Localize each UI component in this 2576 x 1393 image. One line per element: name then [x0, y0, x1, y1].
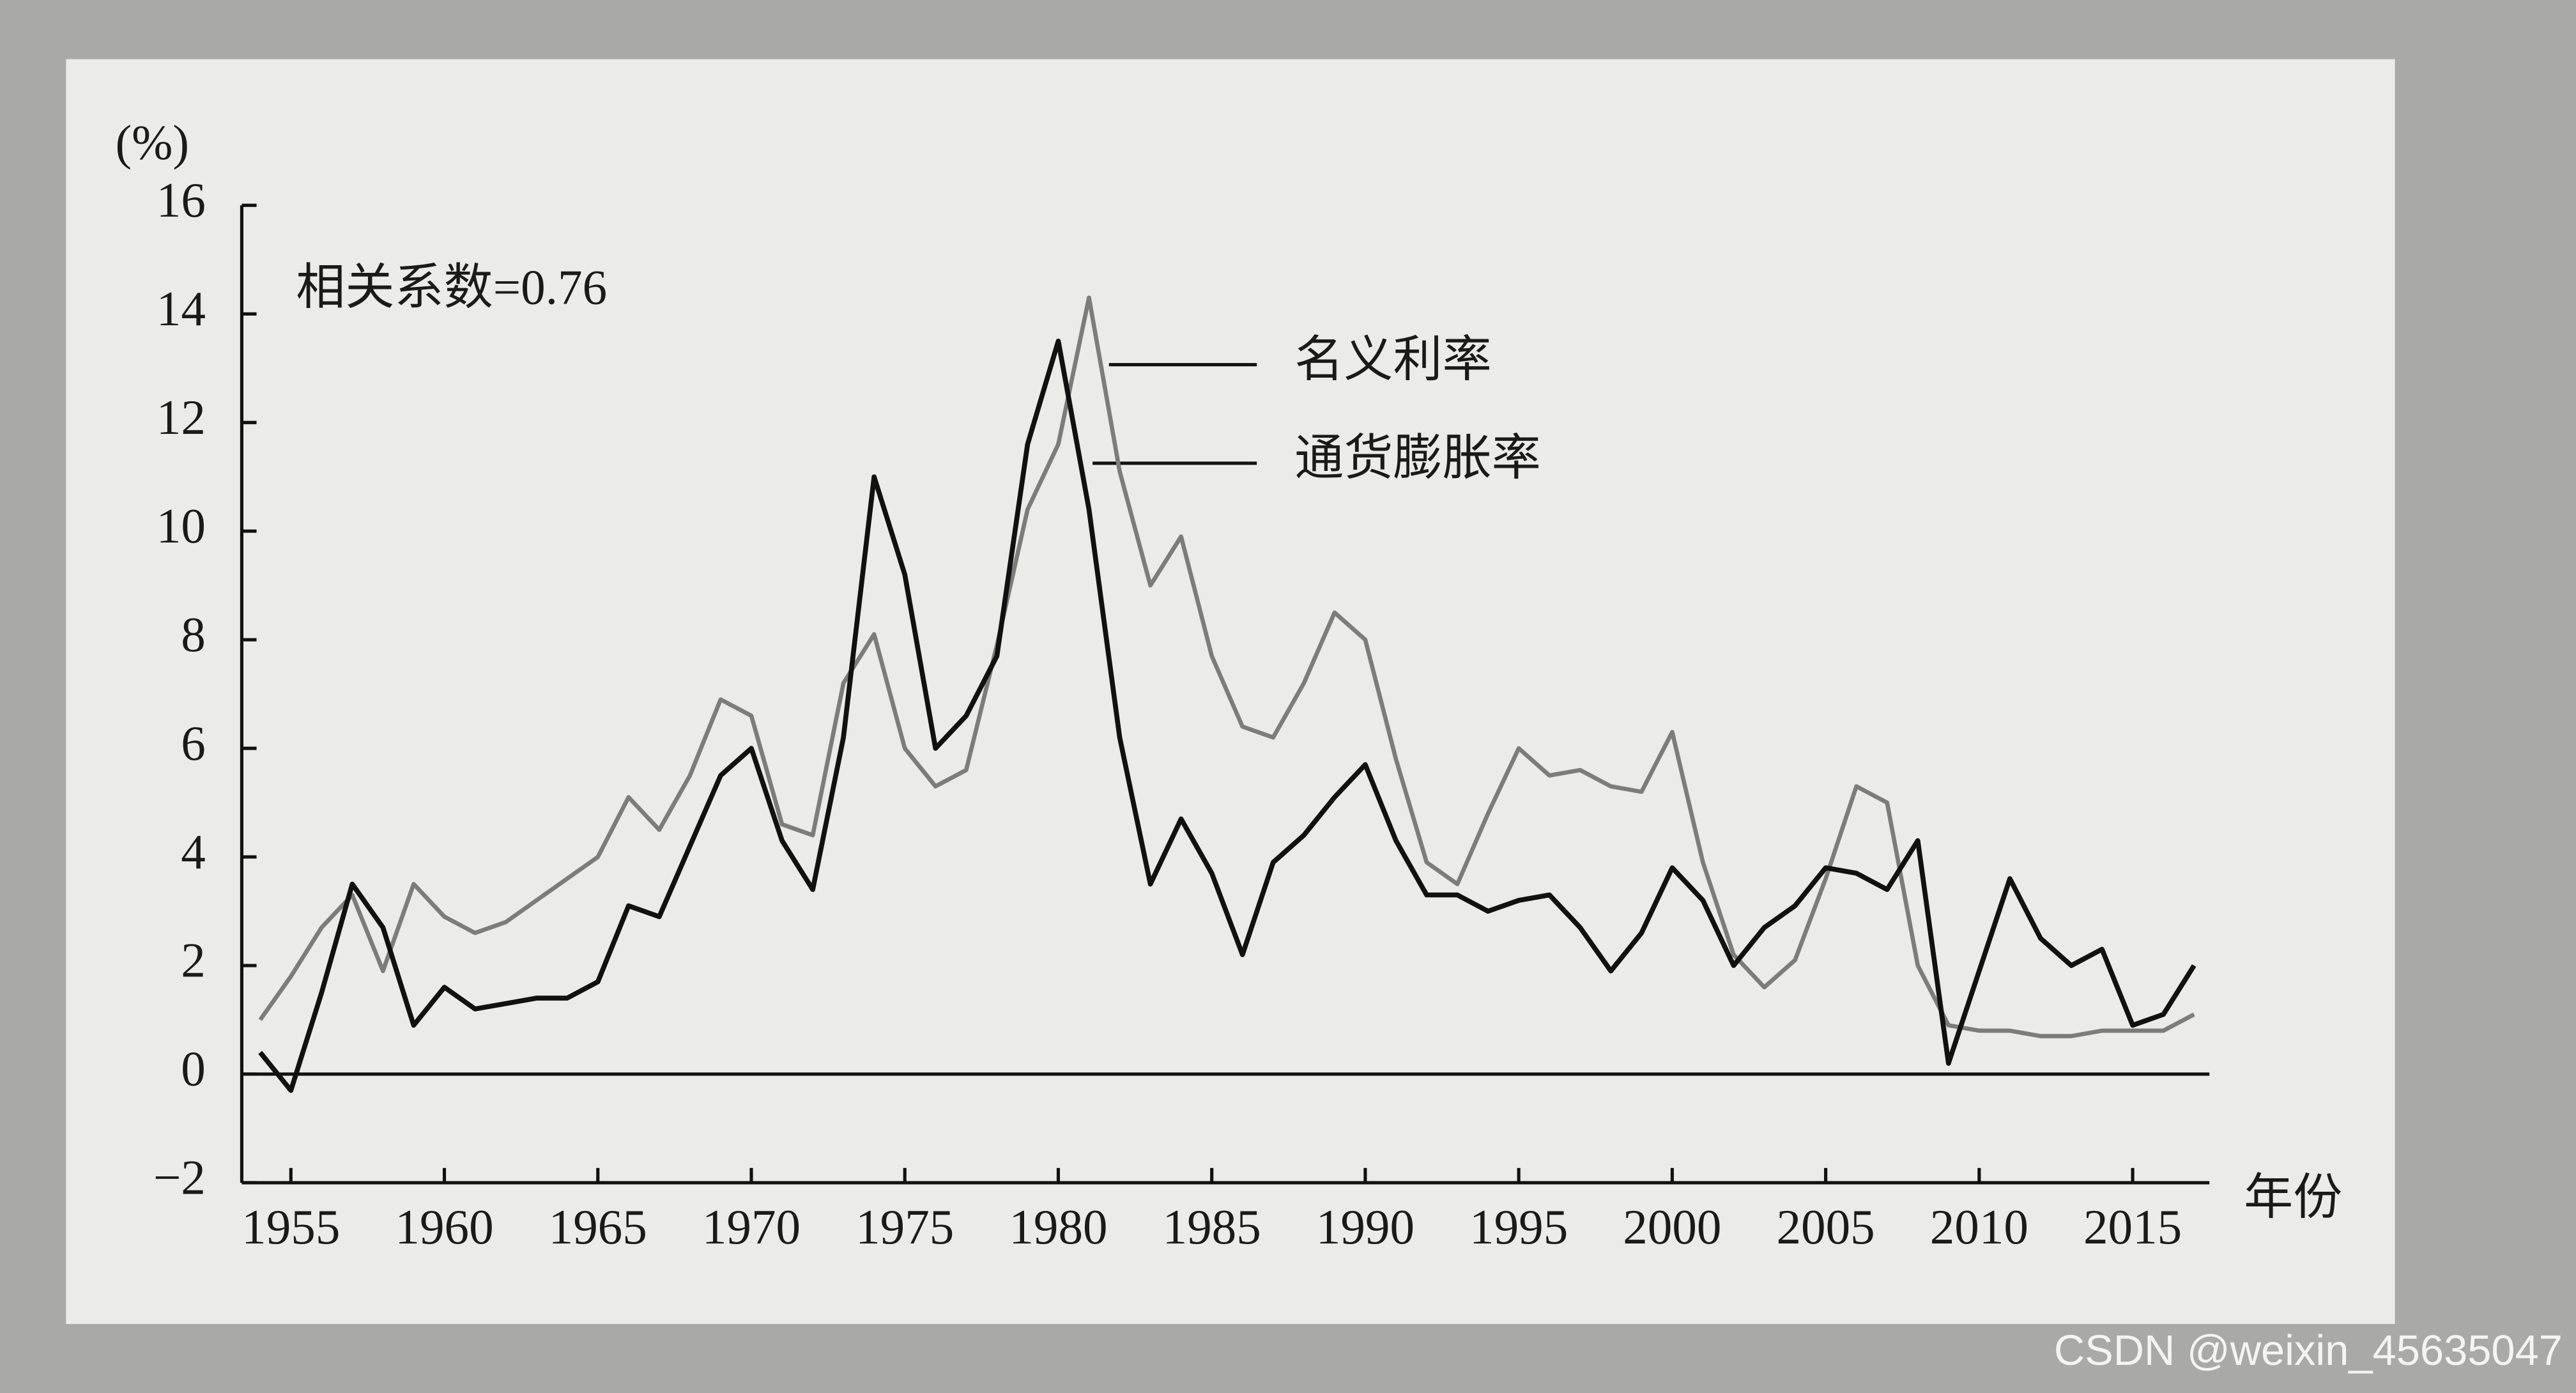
y-tick-label: 10: [157, 498, 206, 553]
x-tick-label: 1955: [241, 1199, 340, 1254]
y-tick-label: 0: [181, 1042, 206, 1097]
y-axis-label: (%): [115, 115, 189, 170]
x-tick-label: 1975: [855, 1199, 954, 1254]
x-axis-label: 年份: [2244, 1169, 2342, 1224]
y-tick-label: 16: [157, 173, 206, 227]
x-tick-label: 1970: [702, 1199, 801, 1254]
series-line: [258, 295, 2195, 1038]
x-tick-label: 2005: [1777, 1199, 1875, 1254]
y-tick-label: −2: [153, 1150, 206, 1205]
x-tick-label: 1965: [549, 1199, 647, 1254]
annotation: 相关系数=0.76: [296, 259, 607, 314]
series-line: [258, 338, 2196, 1093]
y-tick-label: 12: [157, 390, 206, 445]
y-tick-label: 4: [181, 824, 206, 879]
x-tick-label: 1985: [1163, 1199, 1261, 1254]
x-tick-label: 2000: [1623, 1199, 1721, 1254]
x-tick-label: 1990: [1316, 1199, 1414, 1254]
y-tick-label: 2: [181, 933, 206, 988]
x-tick-label: 1980: [1009, 1199, 1107, 1254]
x-tick-label: 1960: [395, 1199, 493, 1254]
y-tick-label: 14: [157, 281, 206, 336]
x-tick-label: 2015: [2083, 1199, 2182, 1254]
series-label: 通货膨胀率: [1294, 431, 1541, 486]
x-tick-label: 1995: [1469, 1199, 1568, 1254]
watermark: CSDN @weixin_45635047: [2054, 1327, 2563, 1374]
y-tick-label: 6: [181, 716, 206, 771]
y-tick-label: 8: [181, 607, 206, 662]
series-label: 名义利率: [1294, 332, 1491, 387]
x-tick-label: 2010: [1930, 1199, 2028, 1254]
page: [66, 59, 2395, 1325]
